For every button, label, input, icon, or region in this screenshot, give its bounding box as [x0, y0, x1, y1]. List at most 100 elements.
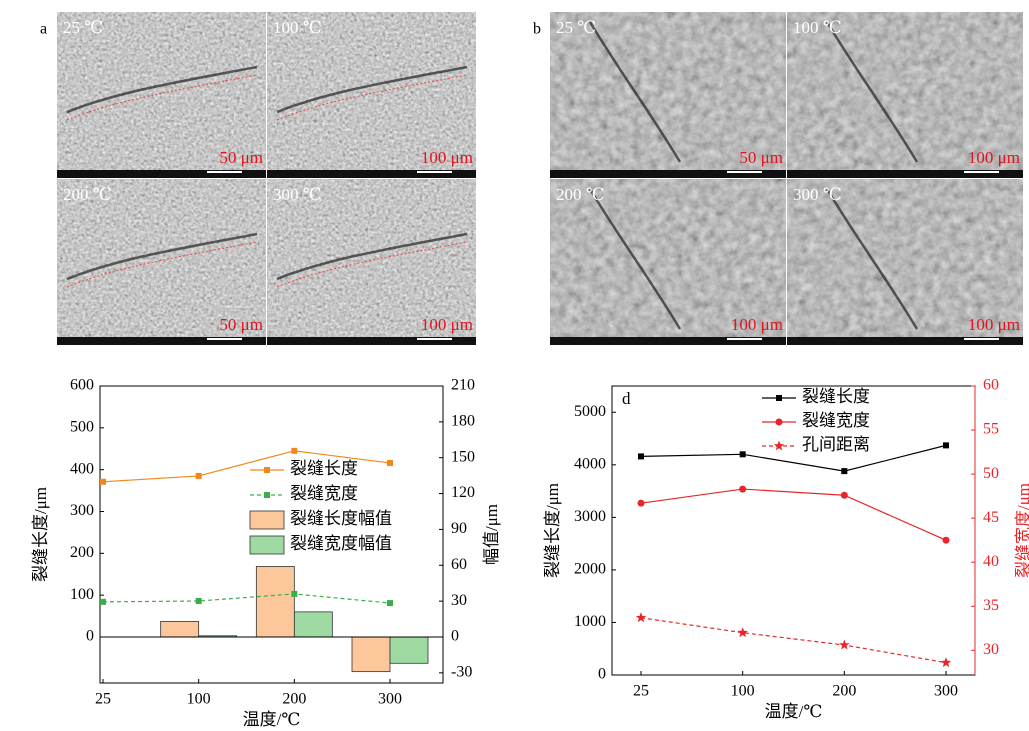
x-axis-label: 温度/℃ — [765, 702, 823, 721]
y2-axis-label: 裂缝宽度/μm — [1014, 483, 1029, 578]
marker — [839, 639, 850, 650]
legend-label: 孔间距离 — [802, 435, 870, 454]
y-tick-label: 0 — [86, 628, 94, 645]
marker — [387, 600, 393, 607]
y-tick-label: 5000 — [574, 403, 606, 420]
marker — [943, 442, 949, 449]
marker — [739, 485, 747, 493]
marker — [637, 499, 645, 507]
sem-texture — [550, 12, 786, 178]
y2-tick-label: 180 — [451, 413, 475, 430]
scale-label: 100 μm — [421, 148, 473, 167]
marker — [840, 491, 848, 499]
marker — [841, 468, 848, 475]
marker — [264, 467, 270, 473]
series-line — [102, 450, 391, 483]
y-tick-label: 400 — [70, 460, 94, 477]
scale-label: 50 μm — [219, 315, 263, 334]
marker — [264, 492, 270, 498]
info-bar — [57, 170, 266, 178]
crack — [588, 21, 682, 163]
y2-tick-label: 50 — [983, 465, 999, 482]
marker — [195, 472, 202, 479]
chart-label: d — [622, 389, 631, 408]
bar — [389, 636, 429, 664]
temperature-label: 25 ℃ — [63, 18, 103, 37]
marker — [635, 612, 647, 623]
bar — [160, 621, 200, 638]
info-bar — [787, 337, 1023, 345]
charts: 0100200300400500600-30030609012015018021… — [31, 377, 1029, 729]
crack — [276, 232, 468, 281]
legend-label: 裂缝宽度 — [290, 484, 358, 503]
image-panels: a 25 ℃ 50 μm 100 ℃ 100 μm 200 ℃ 50 μm 300 ℃ 100 … — [40, 12, 1023, 345]
sem-texture — [267, 179, 476, 345]
y-tick-label: 3000 — [574, 508, 606, 525]
series-line — [640, 488, 947, 541]
crack — [588, 188, 682, 330]
chart: 0 100 200 300 400 500 600 -30 0 30 60 90 120 150 180 21… — [31, 377, 501, 729]
plot-frame — [99, 385, 444, 684]
crack — [825, 188, 919, 330]
x-tick-label: 100 — [731, 683, 755, 700]
sem-texture — [550, 179, 786, 345]
marker — [100, 598, 106, 605]
series-line — [102, 593, 391, 604]
y2-tick-label: 55 — [983, 421, 999, 438]
x-tick-label: 300 — [378, 691, 402, 708]
y2-tick-label: 40 — [983, 553, 999, 570]
chart: 0 1000 2000 3000 4000 5000 30 35 40 45 50 55 60 25 100… — [543, 377, 1029, 721]
sem-texture — [57, 179, 266, 345]
temperature-label: 200 ℃ — [63, 185, 112, 204]
y2-tick-label: 30 — [451, 592, 467, 609]
x-tick-label: 300 — [934, 683, 958, 700]
marker — [940, 657, 952, 668]
marker — [773, 440, 785, 451]
info-bar — [550, 170, 786, 178]
scale-label: 50 μm — [739, 148, 783, 167]
info-bar — [267, 170, 476, 178]
scale-label: 100 μm — [968, 315, 1020, 334]
marker — [942, 536, 950, 544]
legend-swatch — [249, 535, 285, 555]
marker — [638, 453, 644, 460]
info-bar — [787, 170, 1023, 178]
y2-tick-label: 90 — [451, 520, 467, 537]
legend-label: 裂缝长度 — [290, 459, 358, 478]
y2-tick-label: 150 — [451, 448, 475, 465]
y-tick-label: 2000 — [574, 561, 606, 578]
y-axis-label: 裂缝长度/μm — [31, 487, 50, 582]
bar — [255, 566, 295, 638]
marker — [195, 598, 202, 605]
measure-line — [276, 74, 468, 121]
x-tick-label: 25 — [633, 683, 649, 700]
marker — [291, 447, 298, 454]
scale-label: 100 μm — [421, 315, 473, 334]
x-tick-label: 200 — [832, 683, 856, 700]
temperature-label: 100 ℃ — [793, 18, 842, 37]
panel-label: b — [533, 21, 541, 38]
y2-tick-label: 60 — [983, 377, 999, 394]
info-bar — [57, 337, 266, 345]
legend-label: 裂缝长度 — [802, 387, 870, 406]
y2-tick-label: 35 — [983, 597, 999, 614]
temperature-label: 300 ℃ — [273, 185, 322, 204]
y2-tick-label: 0 — [451, 628, 459, 645]
y2-tick-label: 60 — [451, 556, 467, 573]
marker — [737, 627, 748, 638]
series-line — [640, 617, 947, 664]
crack — [276, 65, 468, 114]
marker — [387, 459, 393, 466]
temperature-label: 300 ℃ — [793, 185, 842, 204]
bar — [351, 636, 391, 673]
scale-label: 50 μm — [219, 148, 263, 167]
scale-label: 100 μm — [968, 148, 1020, 167]
y2-tick-label: 45 — [983, 509, 999, 526]
panel-label: a — [40, 21, 47, 38]
y-axis-label: 裂缝长度/μm — [543, 483, 562, 578]
y2-axis-label: 幅值/μm — [482, 504, 501, 565]
temperature-label: 200 ℃ — [556, 185, 605, 204]
y-tick-label: 0 — [598, 666, 606, 683]
y-tick-label: 100 — [70, 586, 94, 603]
